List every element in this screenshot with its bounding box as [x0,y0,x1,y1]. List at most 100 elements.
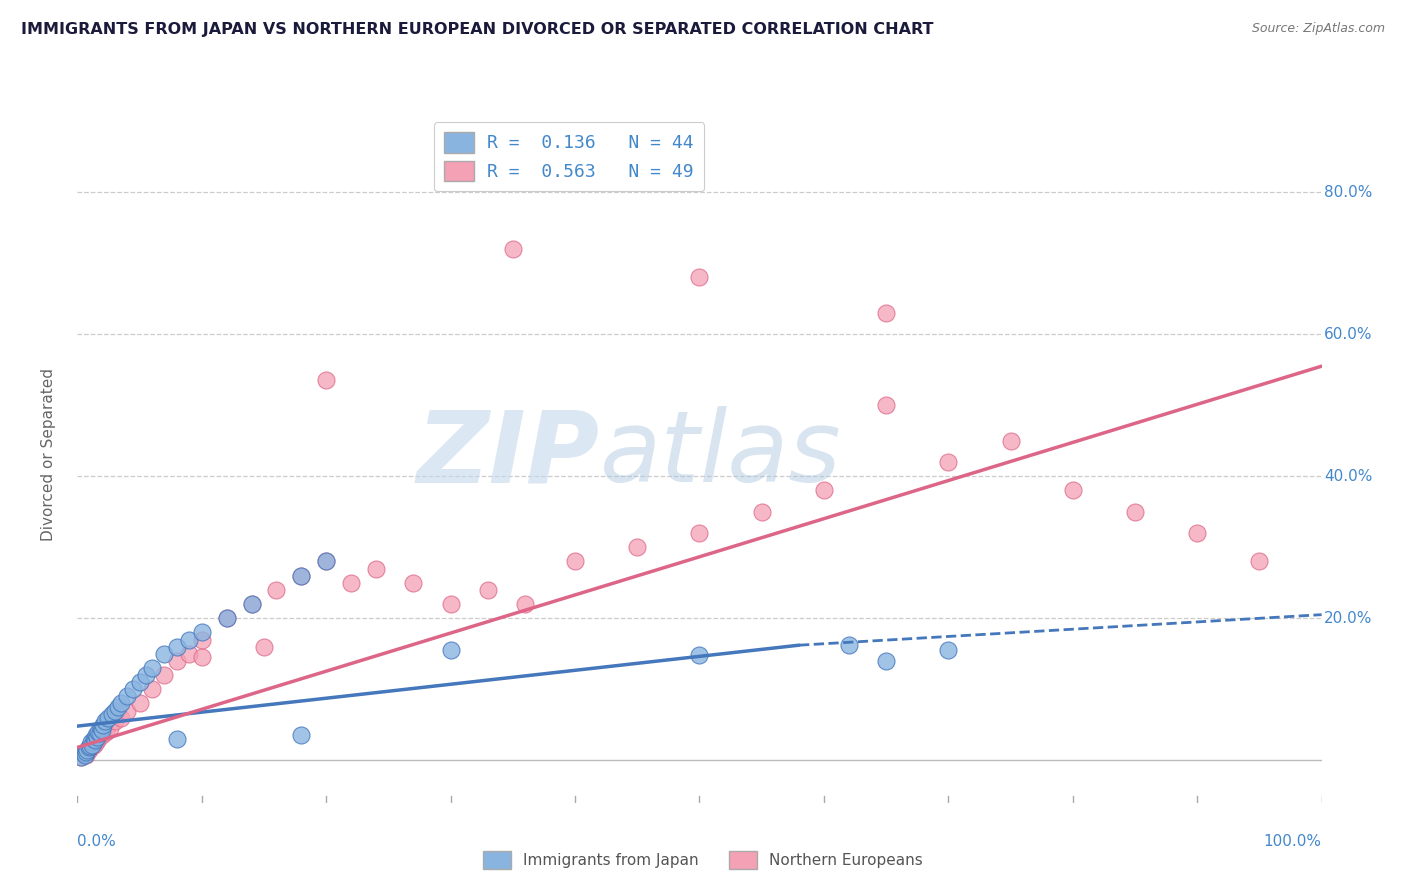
Text: 100.0%: 100.0% [1264,834,1322,849]
Point [875,654,897,668]
Point [364,561,387,575]
Point [128,697,150,711]
Point [135,668,157,682]
Point [70,749,93,764]
Point [290,728,312,742]
Point [104,704,127,718]
Y-axis label: Divorced or Separated: Divorced or Separated [42,368,56,541]
Point [340,575,363,590]
Text: Source: ZipAtlas.com: Source: ZipAtlas.com [1251,22,1385,36]
Point [101,707,124,722]
Point [83,733,105,747]
Text: 60.0%: 60.0% [1324,326,1372,342]
Point [73,747,96,762]
Point [79,739,101,753]
Point [93,714,115,728]
Point [80,740,103,755]
Point [93,717,115,731]
Point [689,270,711,285]
Point [70,749,93,764]
Point [87,724,110,739]
Point [315,554,337,568]
Point [110,710,132,724]
Point [266,582,288,597]
Point [77,740,100,755]
Point [875,398,897,412]
Point [80,735,103,749]
Point [91,723,114,738]
Point [179,647,201,661]
Text: IMMIGRANTS FROM JAPAN VS NORTHERN EUROPEAN DIVORCED OR SEPARATED CORRELATION CHA: IMMIGRANTS FROM JAPAN VS NORTHERN EUROPE… [21,22,934,37]
Point [115,690,138,704]
Point [1000,434,1022,448]
Point [1187,526,1209,541]
Point [1123,505,1146,519]
Point [122,682,145,697]
Point [84,728,107,742]
Point [153,647,176,661]
Point [89,726,111,740]
Point [253,640,276,654]
Point [938,455,960,469]
Point [215,611,238,625]
Point [440,597,463,611]
Point [83,738,105,752]
Point [110,697,132,711]
Point [104,714,127,728]
Point [141,661,163,675]
Point [191,650,214,665]
Point [90,721,112,735]
Point [191,625,214,640]
Point [689,526,711,541]
Point [689,648,711,662]
Point [564,554,586,568]
Point [502,242,524,256]
Point [98,721,121,735]
Point [1249,554,1271,568]
Point [875,306,897,320]
Point [440,643,463,657]
Text: atlas: atlas [600,407,842,503]
Point [290,568,312,582]
Text: 0.0%: 0.0% [77,834,117,849]
Text: 40.0%: 40.0% [1324,468,1372,483]
Point [938,643,960,657]
Text: 20.0%: 20.0% [1324,611,1372,625]
Point [86,731,108,745]
Point [179,632,201,647]
Point [1062,483,1084,498]
Point [166,731,188,746]
Point [838,638,860,652]
Point [91,728,114,742]
Point [82,738,104,752]
Point [76,742,98,756]
Point [315,554,337,568]
Point [240,597,263,611]
Point [94,724,117,739]
Point [166,654,188,668]
Legend: Immigrants from Japan, Northern Europeans: Immigrants from Japan, Northern European… [477,845,929,875]
Text: ZIP: ZIP [418,407,600,503]
Point [153,668,176,682]
Point [515,597,537,611]
Point [751,505,773,519]
Point [626,540,648,554]
Point [141,682,163,697]
Point [107,700,129,714]
Point [128,675,150,690]
Point [166,640,188,654]
Point [477,582,499,597]
Point [290,568,312,582]
Point [115,704,138,718]
Point [87,731,110,746]
Point [813,483,835,498]
Text: 80.0%: 80.0% [1324,185,1372,200]
Point [77,742,100,756]
Point [240,597,263,611]
Point [72,746,94,760]
Point [84,735,107,749]
Point [315,373,337,387]
Point [75,747,97,762]
Point [215,611,238,625]
Legend: R =  0.136   N = 44, R =  0.563   N = 49: R = 0.136 N = 44, R = 0.563 N = 49 [434,122,704,191]
